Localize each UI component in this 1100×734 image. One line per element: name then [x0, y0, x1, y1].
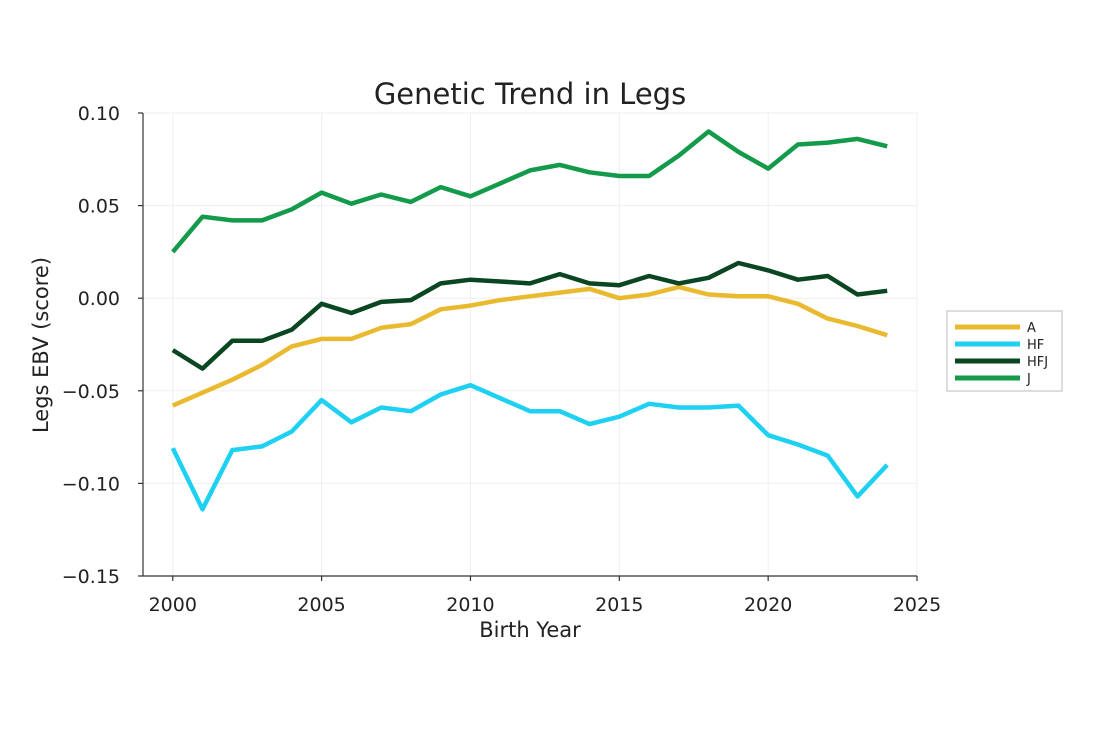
- legend-label-a: A: [1027, 321, 1036, 336]
- grid-lines: [143, 112, 918, 577]
- series-line-hf: [170, 382, 889, 512]
- legend-items: A HF HFJ J: [955, 321, 1048, 387]
- y-tick-label: −0.05: [62, 381, 120, 403]
- series-line-hfj: [171, 260, 888, 371]
- series-line-a: [171, 284, 888, 408]
- y-tick-label: −0.10: [62, 473, 120, 495]
- y-axis-title: Legs EBV (score): [29, 257, 53, 433]
- chart-title: Genetic Trend in Legs: [374, 77, 686, 111]
- x-tick-label: 2025: [893, 594, 941, 616]
- y-tick-label: 0.05: [78, 196, 120, 218]
- legend-label-hf: HF: [1027, 338, 1044, 353]
- x-tick-labels: 2000 2005 2010 2015 2020 2025: [149, 594, 942, 616]
- x-axis-title: Birth Year: [479, 618, 581, 642]
- legend: A HF HFJ J: [946, 310, 1063, 392]
- legend-label-hfj: HFJ: [1027, 355, 1048, 370]
- x-tick-label: 2010: [446, 594, 494, 616]
- axes: [138, 112, 918, 581]
- y-tick-labels: −0.15 −0.10 −0.05 0.00 0.05 0.10: [62, 103, 120, 588]
- x-tick-label: 2015: [595, 594, 643, 616]
- y-tick-label: 0.10: [78, 103, 120, 125]
- x-tick-label: 2020: [744, 594, 792, 616]
- x-tick-label: 2000: [149, 594, 197, 616]
- series-line-j: [171, 129, 888, 254]
- x-tick-label: 2005: [297, 594, 345, 616]
- legend-label-j: J: [1026, 372, 1031, 387]
- series-layer: [170, 129, 889, 512]
- y-tick-label: 0.00: [78, 288, 120, 310]
- y-tick-label: −0.15: [62, 566, 120, 588]
